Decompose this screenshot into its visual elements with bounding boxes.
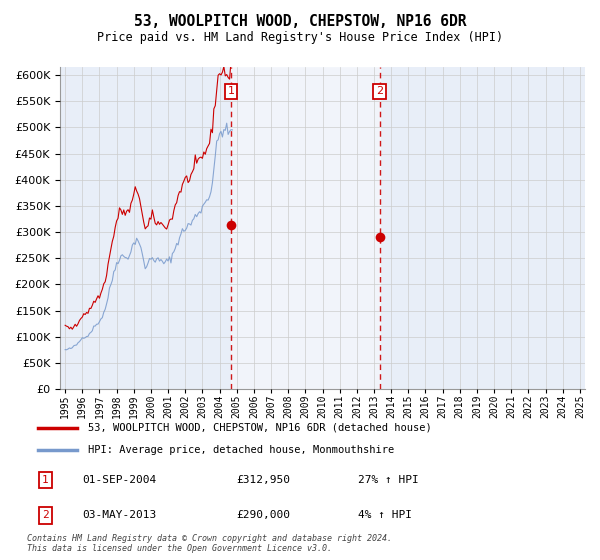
Text: 01-SEP-2004: 01-SEP-2004 <box>82 475 157 485</box>
Bar <box>231 67 380 389</box>
Text: 03-MAY-2013: 03-MAY-2013 <box>82 511 157 520</box>
Text: Contains HM Land Registry data © Crown copyright and database right 2024.
This d: Contains HM Land Registry data © Crown c… <box>27 534 392 553</box>
Text: 4% ↑ HPI: 4% ↑ HPI <box>358 511 412 520</box>
Text: 2: 2 <box>42 511 49 520</box>
Text: 53, WOOLPITCH WOOD, CHEPSTOW, NP16 6DR: 53, WOOLPITCH WOOD, CHEPSTOW, NP16 6DR <box>134 14 466 29</box>
Text: 27% ↑ HPI: 27% ↑ HPI <box>358 475 419 485</box>
Text: 2: 2 <box>376 86 383 96</box>
Text: £290,000: £290,000 <box>237 511 291 520</box>
Text: 1: 1 <box>227 86 235 96</box>
Text: HPI: Average price, detached house, Monmouthshire: HPI: Average price, detached house, Monm… <box>88 445 394 455</box>
Text: Price paid vs. HM Land Registry's House Price Index (HPI): Price paid vs. HM Land Registry's House … <box>97 31 503 44</box>
Text: 1: 1 <box>42 475 49 485</box>
Text: 53, WOOLPITCH WOOD, CHEPSTOW, NP16 6DR (detached house): 53, WOOLPITCH WOOD, CHEPSTOW, NP16 6DR (… <box>88 423 431 433</box>
Text: £312,950: £312,950 <box>237 475 291 485</box>
